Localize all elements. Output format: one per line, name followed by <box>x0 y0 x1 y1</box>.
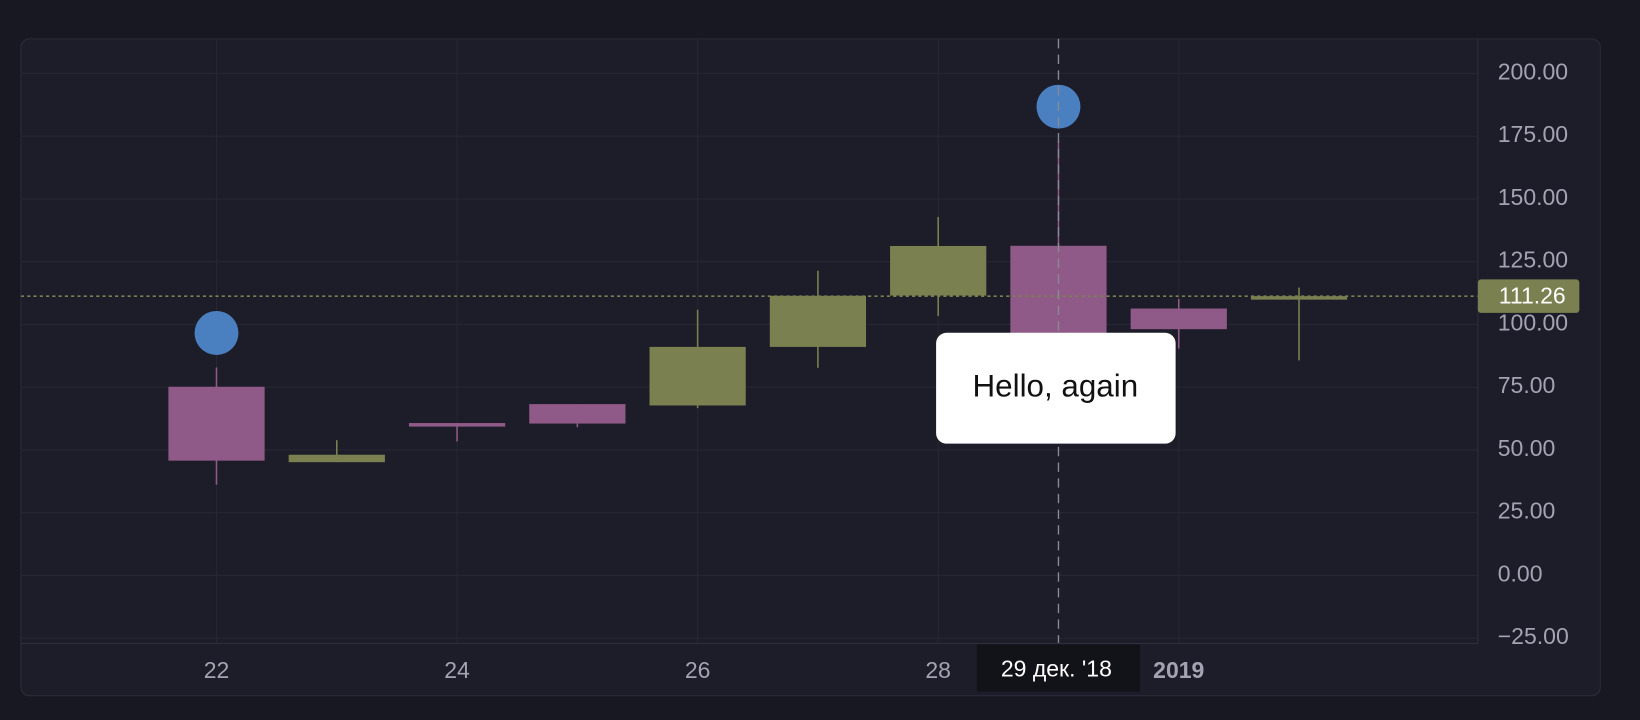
y-tick-label: 150.00 <box>1498 184 1568 210</box>
y-tick-label: −25.00 <box>1498 623 1569 649</box>
marker <box>194 311 239 355</box>
x-tick-label: 22 <box>204 657 230 683</box>
y-tick-label: 0.00 <box>1498 561 1543 587</box>
tooltip-box <box>936 332 1176 444</box>
candle-body <box>288 454 385 463</box>
candle-body <box>408 423 506 427</box>
marks <box>20 38 1478 644</box>
candle-body <box>1250 296 1348 300</box>
y-tick-label: 200.00 <box>1498 58 1568 84</box>
axes: −25.00 0.00 25.00 50.00 75.00 100.00 125.00 150… <box>204 58 1580 692</box>
y-tick-label: 100.00 <box>1498 309 1568 335</box>
candle-body <box>890 245 987 296</box>
x-tick-label: 24 <box>444 657 470 683</box>
candle-body <box>529 404 626 424</box>
crosshair-label: 29 дек. '18 <box>1001 656 1112 682</box>
y-tick-label: 175.00 <box>1498 121 1568 147</box>
x-tick-label: 28 <box>925 657 951 683</box>
candle-body <box>1130 308 1227 330</box>
y-tick-label: 50.00 <box>1498 435 1556 461</box>
price-label: 111.26 <box>1499 282 1566 308</box>
panel <box>20 38 1601 697</box>
y-tick-label: 75.00 <box>1498 372 1556 398</box>
y-tick-label: 125.00 <box>1498 247 1568 273</box>
x-tick-label: 2019 <box>1153 657 1204 683</box>
x-tick-label: 26 <box>685 657 711 683</box>
crosshair-label-bg <box>976 644 1141 692</box>
tooltip-text: Hello, again <box>973 369 1139 404</box>
price-label-bg <box>1477 279 1580 313</box>
candle-body <box>769 295 867 347</box>
candle-body <box>168 386 265 461</box>
candle-body <box>649 346 746 406</box>
y-tick-label: 25.00 <box>1498 498 1556 524</box>
